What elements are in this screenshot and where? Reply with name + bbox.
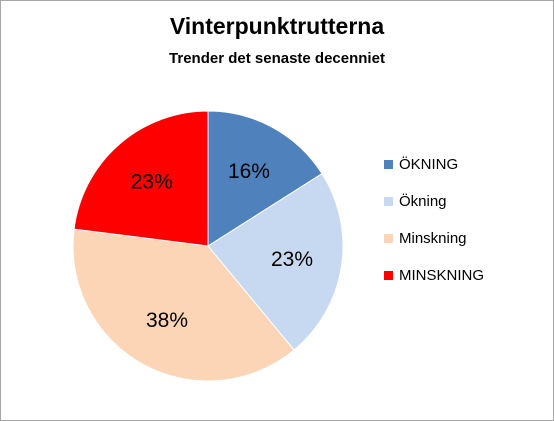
pie-slice-okning-strong <box>207 110 323 247</box>
chart-title: Vinterpunktrutterna <box>169 13 385 39</box>
legend: ÖKNING Ökning Minskning MINSKNING <box>384 146 484 294</box>
chart-subtitle: Trender det senaste decenniet <box>169 50 385 67</box>
slice-label-minskning-strong: 23% <box>131 171 173 194</box>
legend-item-okning-strong: ÖKNING <box>384 146 484 183</box>
slice-label-okning-strong: 16% <box>228 160 270 183</box>
legend-item-okning: Ökning <box>384 183 484 220</box>
legend-swatch <box>384 271 393 280</box>
legend-label: MINSKNING <box>399 267 485 284</box>
pie-slice-okning <box>207 172 344 351</box>
legend-item-minskning: Minskning <box>384 220 484 257</box>
pie-slice-minskning-strong <box>73 110 209 247</box>
legend-label: ÖKNING <box>399 156 459 173</box>
legend-label: Minskning <box>399 230 467 247</box>
legend-swatch <box>384 197 393 206</box>
pie-slice-minskning <box>72 228 295 382</box>
legend-swatch <box>384 234 393 243</box>
legend-item-minskning-strong: MINSKNING <box>384 257 484 294</box>
legend-label: Ökning <box>399 193 447 210</box>
legend-swatch <box>384 160 393 169</box>
slice-label-okning: 23% <box>271 248 313 271</box>
slice-label-minskning: 38% <box>146 309 188 332</box>
